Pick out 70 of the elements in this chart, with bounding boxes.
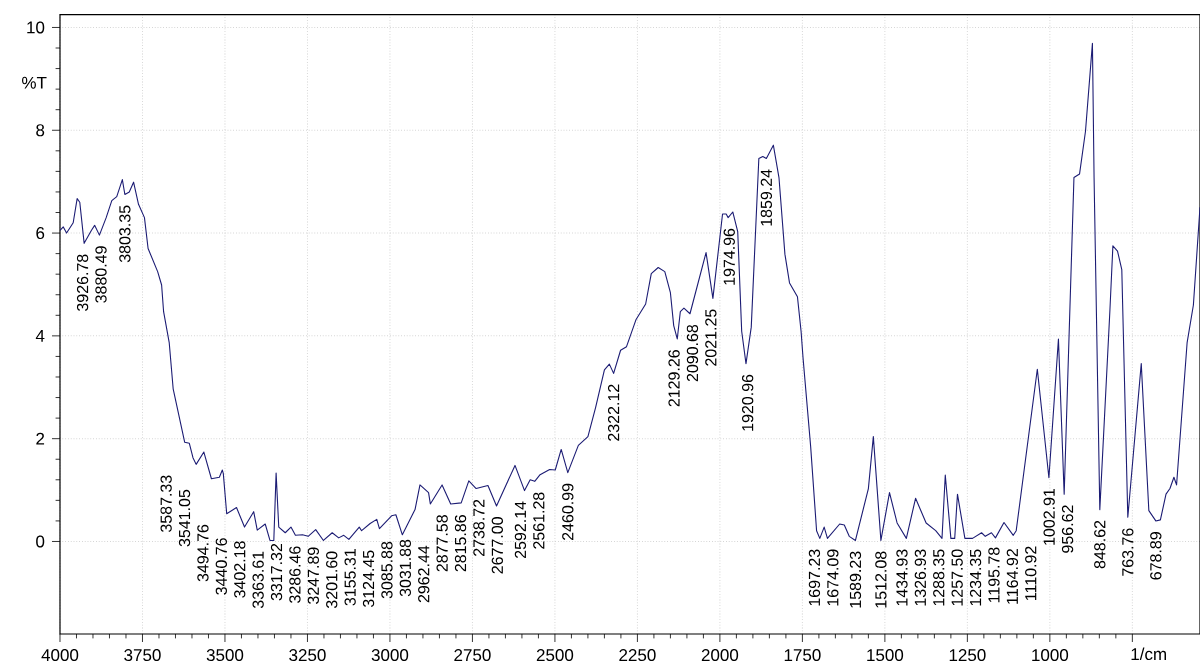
y-tick-label: 6 [36, 227, 45, 240]
annotation: 2460.99 [562, 483, 574, 541]
x-tick-label: 3250 [289, 649, 326, 662]
annotation: 848.62 [1094, 520, 1106, 569]
annotation: 2962.44 [418, 545, 430, 603]
annotation: 2561.28 [533, 492, 545, 549]
annotation: 3494.76 [197, 524, 209, 582]
annotation: 2322.12 [607, 384, 620, 441]
annotation: 1589.23 [849, 551, 862, 608]
annotation: 1674.09 [827, 549, 839, 606]
annotation: 3085.88 [381, 541, 393, 599]
annotation: 1974.96 [723, 228, 735, 285]
annotation: 3247.89 [307, 547, 319, 604]
annotation: 678.89 [1150, 532, 1162, 580]
x-tick-label: 1750 [784, 649, 821, 662]
y-tick-label: 4 [35, 330, 45, 342]
y-tick-label: 2 [36, 432, 45, 445]
annotation: 763.76 [1122, 528, 1134, 576]
annotation: 3155.31 [344, 549, 356, 606]
x-tick-label: 2250 [619, 649, 656, 662]
x-tick-label: 3500 [206, 649, 244, 662]
y-tick-label: 0 [36, 535, 45, 548]
annotation: 1164.92 [1006, 549, 1019, 604]
x-axis-title: 1/cm [1131, 647, 1166, 661]
annotation: 1288.35 [933, 549, 945, 606]
annotation: 2738.72 [473, 499, 485, 556]
x-tick-label: 1250 [949, 649, 986, 662]
annotation: 1195.78 [988, 547, 1000, 603]
annotation: 3440.76 [215, 538, 227, 595]
annotation: 3402.18 [234, 541, 246, 598]
x-tick-label: 3750 [124, 649, 161, 662]
x-tick-label: 2500 [536, 649, 574, 662]
x-tick-label: 2000 [701, 649, 739, 662]
annotation: 3926.78 [76, 254, 89, 311]
annotation: 1234.35 [969, 549, 982, 606]
annotation: 3317.32 [270, 543, 283, 601]
annotation: 1002.91 [1043, 488, 1055, 545]
annotation: 3286.46 [289, 546, 301, 603]
annotation: 2677.00 [491, 517, 503, 574]
annotation: 1326.93 [914, 549, 927, 606]
x-tick-label: 1500 [867, 649, 904, 662]
x-tick-label: 2750 [454, 649, 491, 662]
annotation: 3803.35 [119, 205, 131, 263]
annotation: 1257.50 [951, 549, 963, 606]
annotation: 3541.05 [178, 489, 191, 547]
annotation: 956.62 [1061, 505, 1074, 553]
annotation: 1110.92 [1025, 546, 1037, 600]
annotation: 2815.86 [454, 515, 467, 572]
annotation: 1434.93 [896, 549, 908, 606]
annotation: 2129.26 [668, 350, 680, 407]
annotation: 1920.96 [742, 374, 754, 431]
y-axis-title: %T [22, 76, 47, 89]
annotation: 1859.24 [760, 169, 773, 226]
y-tick-label: 10 [27, 21, 45, 34]
x-tick-label: 1000 [1032, 649, 1069, 662]
annotation: 3363.61 [252, 551, 264, 609]
annotation: 3587.33 [160, 475, 172, 533]
y-tick-label: 8 [36, 124, 45, 137]
annotation: 1697.23 [808, 549, 821, 606]
x-tick-label: 3000 [371, 649, 409, 662]
annotation: 3880.49 [95, 246, 107, 303]
annotation: 2592.14 [514, 501, 527, 559]
annotation: 2877.58 [436, 515, 448, 572]
annotation: 3031.88 [399, 539, 411, 597]
annotation: 2021.25 [705, 309, 717, 366]
annotation: 3201.60 [326, 551, 338, 609]
annotation: 1512.08 [875, 551, 887, 608]
annotation: 2090.68 [686, 324, 699, 382]
annotation: 3124.45 [362, 550, 375, 608]
x-tick-label: 4000 [41, 649, 79, 662]
